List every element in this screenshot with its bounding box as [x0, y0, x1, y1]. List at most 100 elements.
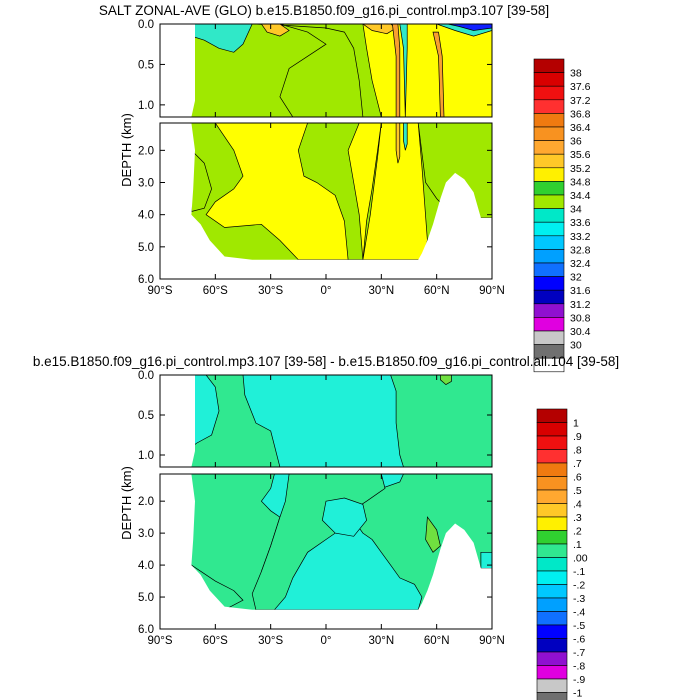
colorbar-swatch	[536, 476, 568, 491]
colorbar-swatch	[533, 85, 565, 101]
colorbar-swatch	[536, 597, 568, 612]
colorbar-swatch	[533, 99, 565, 114]
y-tick-label: 3.0	[138, 528, 154, 540]
colorbar-label: .1	[573, 539, 582, 551]
colorbar-label: 36.8	[570, 108, 591, 120]
panel-title: b.e15.B1850.f09_g16.pi_control.mp3.107 […	[33, 354, 619, 369]
salt-difference-panel: b.e15.B1850.f09_g16.pi_control.mp3.107 […	[33, 354, 619, 700]
land-mask	[160, 123, 492, 279]
negative-anomaly-region	[321, 497, 367, 537]
colorbar-swatch	[533, 167, 565, 182]
y-tick-label: 2.0	[138, 145, 154, 157]
high-salinity-region	[362, 24, 397, 35]
colorbar-swatch	[536, 530, 568, 545]
x-tick-label: 30°S	[258, 285, 283, 297]
colorbar-label: .4	[573, 499, 582, 511]
colorbar-label: 34.4	[570, 190, 591, 202]
colorbar-swatch	[533, 317, 565, 332]
y-tick-label: 1.0	[138, 450, 154, 462]
colorbar-label: 30	[570, 340, 582, 352]
x-tick-label: 90°N	[479, 635, 505, 647]
colorbar-label: 34	[570, 204, 582, 216]
upper-depth-section	[160, 375, 492, 467]
colorbar-swatch	[533, 262, 565, 277]
y-tick-label: 5.0	[138, 242, 154, 254]
panel-title: SALT ZONAL-AVE (GLO) b.e15.B1850.f09_g16…	[99, 3, 549, 18]
lower-depth-section	[160, 123, 492, 279]
high-salinity-region	[392, 24, 401, 117]
x-tick-label: 0°	[321, 285, 332, 297]
colorbar-label: -.5	[573, 620, 585, 632]
colorbar-swatch	[536, 638, 568, 653]
colorbar-label: 37.2	[570, 95, 591, 107]
colorbar-swatch	[533, 140, 565, 155]
x-tick-label: 0°	[321, 635, 332, 647]
colorbar-swatch	[533, 357, 565, 373]
colorbar-label: 31.2	[570, 299, 591, 311]
negative-anomaly-region	[242, 375, 404, 467]
lower-depth-section	[160, 474, 492, 629]
y-tick-label: 1.0	[138, 100, 154, 112]
colorbar-label: .5	[573, 485, 582, 497]
x-tick-label: 30°N	[368, 635, 394, 647]
colorbar-label: 30.4	[570, 326, 591, 338]
colorbar-swatch	[536, 692, 568, 700]
x-tick-label: 60°S	[203, 635, 228, 647]
colorbar-swatch	[536, 408, 568, 423]
colorbar-swatch	[533, 72, 565, 87]
y-tick-label: 3.0	[138, 178, 154, 190]
colorbar-label: 34.8	[570, 176, 591, 188]
colorbar-swatch	[533, 113, 565, 128]
colorbar-label: .00	[573, 553, 588, 565]
colorbar-swatch	[533, 208, 565, 223]
colorbar-label: 32.8	[570, 244, 591, 256]
colorbar-swatch	[533, 249, 565, 264]
x-tick-label: 60°N	[424, 285, 450, 297]
colorbar-label: 36.4	[570, 122, 591, 134]
colorbar-label: 37.6	[570, 81, 591, 93]
colorbar-label: .7	[573, 458, 582, 470]
land-mask	[160, 474, 492, 629]
y-tick-label: 0.5	[138, 59, 154, 71]
colorbar-label: 31.6	[570, 285, 591, 297]
x-tick-label: 30°N	[368, 285, 394, 297]
colorbar-label: -.9	[573, 674, 585, 686]
y-tick-label: 6.0	[138, 274, 154, 286]
colorbar-label: 38	[570, 68, 582, 80]
colorbar-swatch	[533, 194, 565, 209]
colorbar: 1.9 .8.7 .6.5 .4.3 .2.1 .00-.1 -.2-.3 -.4-.5 -.6…	[536, 408, 588, 700]
colorbar-label: 35.2	[570, 163, 591, 175]
colorbar-label: 33.2	[570, 231, 591, 243]
colorbar-label: -1	[573, 688, 582, 700]
x-tick-label: 90°S	[147, 285, 172, 297]
colorbar-label: .3	[573, 512, 582, 524]
y-tick-label: 0.5	[138, 410, 154, 422]
colorbar-swatch	[533, 235, 565, 250]
y-tick-label: 5.0	[138, 592, 154, 604]
salt-zonal-average-panel: SALT ZONAL-AVE (GLO) b.e15.B1850.f09_g16…	[99, 3, 591, 373]
colorbar-swatch	[536, 489, 568, 504]
y-axis-label: DEPTH (km)	[119, 113, 134, 187]
salty-region	[252, 24, 492, 117]
colorbar-swatch	[533, 126, 565, 141]
y-tick-label: 6.0	[138, 624, 154, 636]
colorbar-label: .2	[573, 526, 582, 538]
colorbar-swatch	[536, 624, 568, 639]
colorbar-label: 35.6	[570, 149, 591, 161]
colorbar-label: 32	[570, 272, 582, 284]
positive-anomaly-region	[425, 516, 441, 553]
colorbar-swatch	[536, 651, 568, 666]
colorbar-swatch	[536, 611, 568, 626]
colorbar-label: .6	[573, 472, 582, 484]
colorbar: 3837.637.236.836.43635.635.234.834.43433…	[533, 58, 591, 373]
colorbar-swatch	[536, 516, 568, 531]
colorbar-swatch	[533, 58, 565, 73]
negative-anomaly-region	[480, 551, 492, 569]
colorbar-swatch	[536, 435, 568, 450]
x-tick-label: 30°S	[258, 635, 283, 647]
x-tick-label: 90°N	[479, 285, 505, 297]
colorbar-swatch	[536, 449, 568, 464]
y-tick-label: 0.0	[138, 19, 154, 31]
y-tick-label: 4.0	[138, 560, 154, 572]
